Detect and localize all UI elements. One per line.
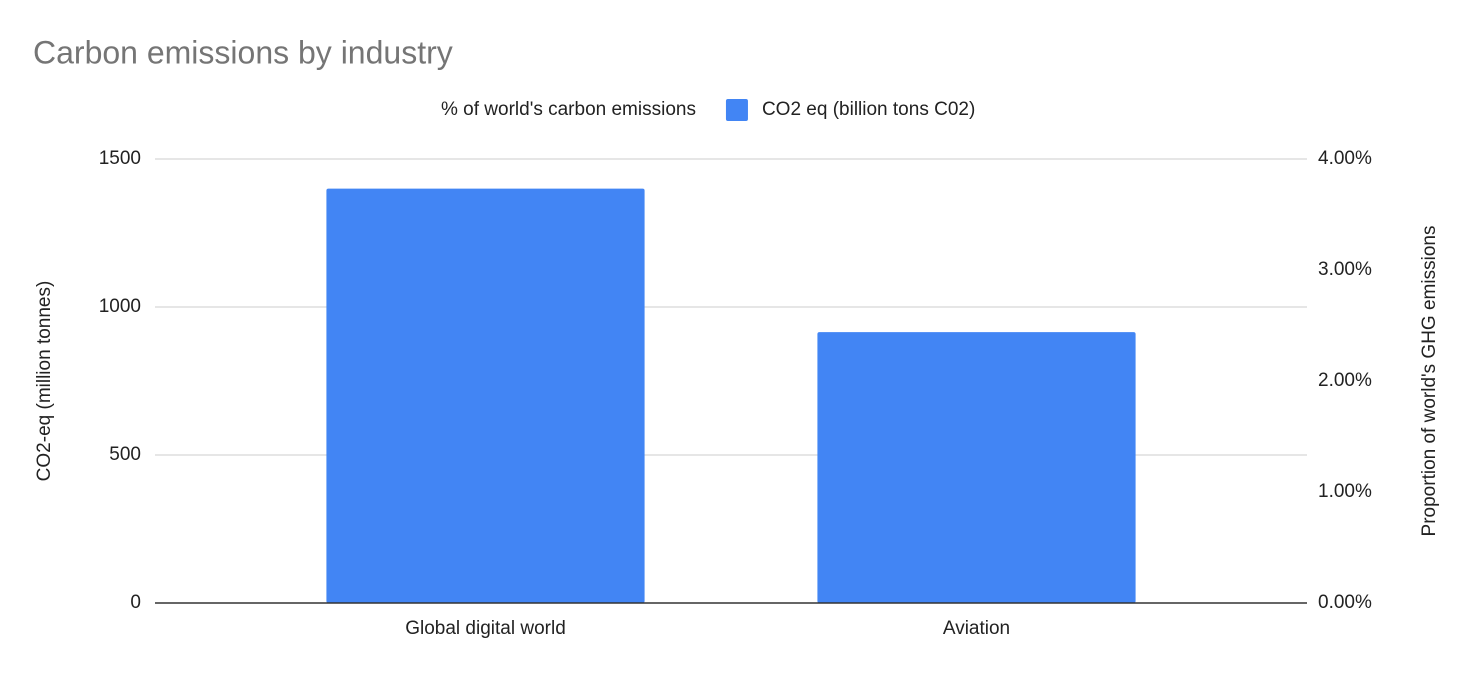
y-tick-label: 1000	[99, 296, 141, 317]
y2-tick-label: 3.00%	[1318, 259, 1372, 280]
y2-tick-label: 2.00%	[1318, 370, 1372, 391]
y2-axis-label: Proportion of world's GHG emissions	[1419, 226, 1440, 537]
y-axis-label: CO2-eq (million tonnes)	[34, 281, 55, 482]
bar	[817, 332, 1136, 603]
y2-tick-label: 0.00%	[1318, 592, 1372, 613]
legend-swatch	[725, 99, 748, 121]
y-tick-label: 1500	[99, 148, 141, 169]
x-tick-label: Global digital world	[405, 618, 566, 639]
legend-label: % of world's carbon emissions	[441, 99, 696, 120]
chart-title: Carbon emissions by industry	[33, 34, 453, 70]
bar	[326, 188, 645, 603]
legend-label: CO2 eq (billion tons C02)	[762, 99, 975, 120]
y2-tick-label: 4.00%	[1318, 148, 1372, 169]
y-tick-label: 500	[109, 444, 141, 465]
y-tick-label: 0	[130, 592, 141, 613]
x-tick-label: Aviation	[943, 618, 1010, 639]
y2-tick-label: 1.00%	[1318, 481, 1372, 502]
